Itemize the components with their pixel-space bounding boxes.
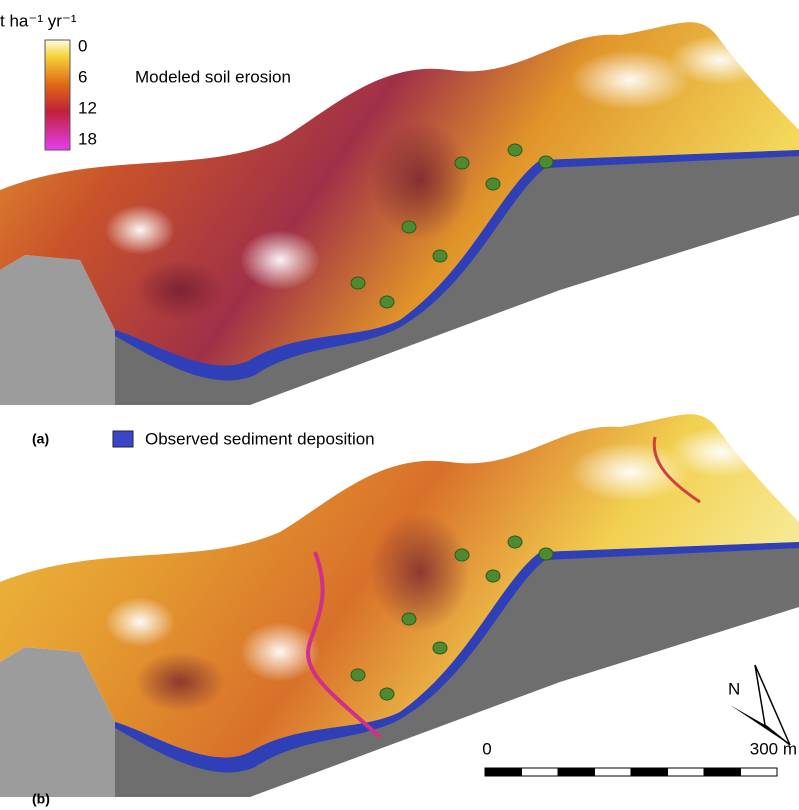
panel-label: (a) bbox=[32, 431, 49, 447]
colorbar-tick: 12 bbox=[78, 98, 97, 117]
scale-end: 300 m bbox=[750, 739, 797, 758]
colorbar-tick: 0 bbox=[78, 36, 87, 55]
north-label: N bbox=[728, 679, 740, 698]
legend-title: Modeled soil erosion bbox=[135, 67, 291, 86]
scale-start: 0 bbox=[482, 739, 491, 758]
panel-a-terrain bbox=[0, 22, 799, 405]
north-arrow bbox=[730, 665, 790, 745]
panel-label: (b) bbox=[32, 791, 50, 807]
colorbar-tick: 18 bbox=[78, 129, 97, 148]
deposition-label: Observed sediment deposition bbox=[145, 429, 375, 448]
scale-bar bbox=[485, 768, 777, 776]
panel-b-terrain bbox=[0, 414, 799, 797]
terrain bbox=[0, 414, 799, 797]
colorbar bbox=[45, 40, 70, 150]
legend-unit: t ha⁻¹ yr⁻¹ bbox=[0, 11, 77, 30]
colorbar-tick: 6 bbox=[78, 67, 87, 86]
figure: t ha⁻¹ yr⁻¹ 0 6 12 18 Modeled soil erosi… bbox=[0, 0, 799, 810]
terrain bbox=[0, 22, 799, 405]
deposition-swatch bbox=[113, 431, 133, 447]
